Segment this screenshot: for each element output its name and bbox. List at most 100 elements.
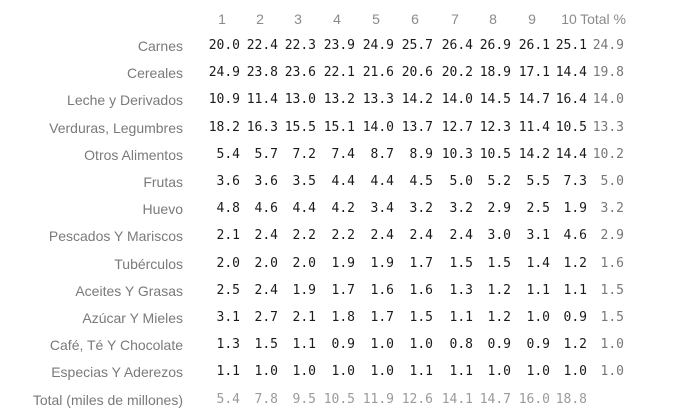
table-cell: 2.7 (254, 310, 278, 325)
table-cell: 1.9 (292, 283, 316, 298)
table-cell: 15.1 (323, 120, 355, 135)
table-cell: 5.0 (449, 174, 473, 189)
table-cell: 3.6 (216, 174, 240, 189)
table-cell: 18.2 (208, 120, 240, 135)
table-cell: 26.1 (518, 38, 550, 53)
table-cell: 3.5 (292, 174, 316, 189)
row-label: Tubérculos (114, 256, 183, 272)
table-cell: 12.3 (479, 120, 511, 135)
table-cell: 1.0 (254, 364, 278, 379)
row-total: 24.9 (592, 38, 624, 53)
footer-cell: 14.7 (479, 392, 511, 407)
table-cell: 2.2 (292, 228, 316, 243)
table-cell: 4.2 (331, 201, 355, 216)
table-cell: 7.3 (563, 174, 587, 189)
table-cell: 1.0 (292, 364, 316, 379)
table-cell: 14.0 (441, 92, 473, 107)
row-label: Frutas (143, 174, 183, 190)
table-cell: 1.0 (526, 364, 550, 379)
table-cell: 14.7 (518, 92, 550, 107)
table-cell: 5.7 (254, 147, 278, 162)
table-cell: 1.7 (409, 256, 433, 271)
table-cell: 13.2 (323, 92, 355, 107)
row-label: Azúcar Y Mieles (82, 310, 183, 326)
table-cell: 2.0 (254, 256, 278, 271)
table-cell: 26.4 (441, 38, 473, 53)
table-cell: 11.4 (518, 120, 550, 135)
table-cell: 14.4 (555, 147, 587, 162)
table-cell: 23.9 (323, 38, 355, 53)
footer-cell: 18.8 (555, 392, 587, 407)
table-cell: 2.5 (526, 201, 550, 216)
column-header: 5 (372, 11, 380, 27)
table-cell: 22.4 (246, 38, 278, 53)
row-total: 5.0 (600, 174, 624, 189)
table-cell: 5.5 (526, 174, 550, 189)
table-cell: 11.4 (246, 92, 278, 107)
table-cell: 3.1 (216, 310, 240, 325)
table-cell: 16.3 (246, 120, 278, 135)
footer-label: Total (miles de millones) (32, 392, 183, 408)
row-total: 3.2 (600, 201, 624, 216)
table-cell: 0.9 (331, 337, 355, 352)
table-cell: 24.9 (208, 65, 240, 80)
row-label: Pescados Y Mariscos (48, 228, 183, 244)
table-cell: 5.2 (487, 174, 511, 189)
table-cell: 1.6 (409, 283, 433, 298)
footer-cell: 14.1 (441, 392, 473, 407)
row-total: 14.0 (592, 92, 624, 107)
row-label: Otros Alimentos (84, 147, 183, 163)
total-header: Total % (580, 11, 626, 27)
column-header: 7 (451, 11, 459, 27)
table-cell: 0.9 (526, 337, 550, 352)
table-cell: 1.1 (409, 364, 433, 379)
table-cell: 1.0 (370, 337, 394, 352)
table-cell: 10.5 (555, 120, 587, 135)
table-cell: 12.7 (441, 120, 473, 135)
table-cell: 2.4 (254, 228, 278, 243)
table-cell: 23.8 (246, 65, 278, 80)
row-label: Aceites Y Grasas (75, 283, 183, 299)
table-cell: 2.4 (370, 228, 394, 243)
row-label: Carnes (137, 38, 183, 54)
table-cell: 13.3 (362, 92, 394, 107)
table-cell: 20.0 (208, 38, 240, 53)
row-label: Café, Té Y Chocolate (49, 337, 183, 353)
column-header: 1 (218, 11, 226, 27)
table-cell: 1.0 (526, 310, 550, 325)
table-cell: 1.6 (370, 283, 394, 298)
footer-cell: 11.9 (362, 392, 394, 407)
table-cell: 2.2 (331, 228, 355, 243)
table-cell: 17.1 (518, 65, 550, 80)
column-header: 4 (333, 11, 341, 27)
row-label: Verduras, Legumbres (49, 120, 183, 136)
table-cell: 20.2 (441, 65, 473, 80)
table-cell: 13.0 (284, 92, 316, 107)
table-cell: 1.0 (331, 364, 355, 379)
table-cell: 23.6 (284, 65, 316, 80)
table-cell: 1.1 (292, 337, 316, 352)
row-total: 19.8 (592, 65, 624, 80)
table-cell: 1.1 (216, 364, 240, 379)
column-header: 6 (411, 11, 419, 27)
table-cell: 3.6 (254, 174, 278, 189)
table-cell: 0.8 (449, 337, 473, 352)
row-label: Cereales (126, 65, 183, 81)
table-cell: 2.5 (216, 283, 240, 298)
table-cell: 2.0 (292, 256, 316, 271)
table-cell: 1.2 (487, 283, 511, 298)
table-cell: 8.7 (370, 147, 394, 162)
table-cell: 2.1 (292, 310, 316, 325)
table-cell: 3.1 (526, 228, 550, 243)
table-cell: 1.1 (563, 283, 587, 298)
table-cell: 2.9 (487, 201, 511, 216)
column-header: 2 (256, 11, 264, 27)
footer-cell: 10.5 (323, 392, 355, 407)
footer-cell: 7.8 (254, 392, 278, 407)
table-cell: 2.1 (216, 228, 240, 243)
table-cell: 4.4 (370, 174, 394, 189)
table-cell: 5.4 (216, 147, 240, 162)
table-cell: 26.9 (479, 38, 511, 53)
table-cell: 1.1 (449, 310, 473, 325)
